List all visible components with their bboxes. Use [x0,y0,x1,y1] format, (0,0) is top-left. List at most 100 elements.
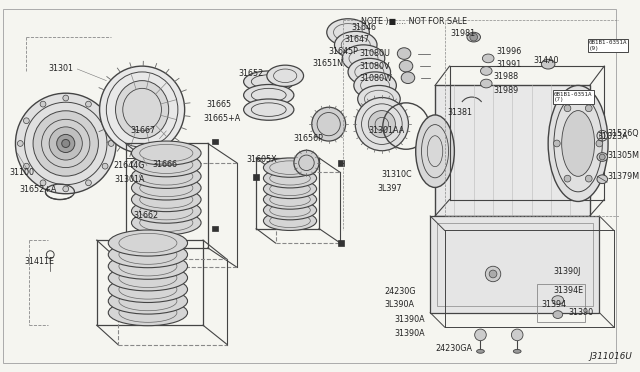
Ellipse shape [108,276,188,302]
Text: 24230G: 24230G [385,287,416,296]
Circle shape [24,163,29,169]
Ellipse shape [416,115,454,187]
Text: 31605X: 31605X [246,155,277,164]
Text: 3L397: 3L397 [377,185,402,193]
Ellipse shape [597,175,607,184]
Text: 31647: 31647 [344,35,369,44]
Ellipse shape [335,31,377,58]
Text: 21644G: 21644G [113,161,145,170]
Circle shape [61,140,70,147]
Ellipse shape [100,66,185,153]
Circle shape [86,101,92,107]
Bar [437,223,593,306]
Text: 31100: 31100 [10,168,35,177]
Text: 3L390A: 3L390A [385,301,415,310]
Circle shape [17,141,23,146]
Ellipse shape [513,349,521,353]
Text: NOTE )■.... NOT FOR SALE: NOTE )■.... NOT FOR SALE [360,17,467,26]
Ellipse shape [294,150,319,175]
Circle shape [511,329,523,341]
Circle shape [146,157,154,165]
Ellipse shape [483,54,494,63]
Circle shape [169,160,175,166]
Ellipse shape [116,81,169,139]
Ellipse shape [467,32,481,42]
Text: 31390A: 31390A [394,315,425,324]
Circle shape [86,180,92,186]
Ellipse shape [131,141,201,165]
Ellipse shape [108,288,188,314]
Ellipse shape [562,110,595,176]
Ellipse shape [342,45,385,72]
Text: 31381: 31381 [447,108,472,117]
Circle shape [40,101,46,107]
Circle shape [24,118,29,124]
Ellipse shape [108,265,188,291]
Circle shape [40,180,46,186]
Ellipse shape [369,110,396,138]
Text: 31301A: 31301A [114,175,145,184]
Bar [253,174,259,180]
Text: 31080V: 31080V [360,62,390,71]
Circle shape [586,105,592,112]
Circle shape [108,141,114,146]
Ellipse shape [548,86,608,202]
Circle shape [57,134,75,153]
Circle shape [564,175,571,182]
Text: 31667: 31667 [131,126,156,135]
Ellipse shape [597,153,607,161]
Text: 31411E: 31411E [24,257,54,266]
Bar [339,160,344,166]
Text: 31080U: 31080U [360,49,390,58]
Ellipse shape [131,176,201,200]
Ellipse shape [354,72,396,99]
Text: 31651N: 31651N [312,59,343,68]
Text: 0B1B1-0351A
(7): 0B1B1-0351A (7) [554,92,593,102]
Ellipse shape [481,67,492,75]
Ellipse shape [131,187,201,212]
Text: J311016U: J311016U [589,352,632,360]
Ellipse shape [348,58,390,86]
Ellipse shape [108,230,188,256]
Circle shape [485,266,500,282]
Ellipse shape [267,65,303,86]
Text: 314A0: 314A0 [534,56,559,65]
Text: 31390A: 31390A [394,330,425,339]
Text: 31991: 31991 [496,60,521,69]
Text: 31662: 31662 [133,211,159,219]
Ellipse shape [327,19,369,46]
Text: 31301: 31301 [49,64,74,73]
Ellipse shape [108,241,188,268]
Circle shape [489,270,497,278]
Ellipse shape [552,296,564,304]
Text: 31390J: 31390J [553,267,580,276]
Ellipse shape [264,158,317,177]
Ellipse shape [401,72,415,84]
Text: 31023A: 31023A [598,132,628,141]
Bar [212,226,218,231]
Ellipse shape [553,311,563,318]
Ellipse shape [264,211,317,231]
Text: 31646: 31646 [351,23,376,32]
Text: 31379M: 31379M [607,172,639,181]
Bar [536,283,585,322]
Text: 24230GA: 24230GA [435,344,472,353]
Circle shape [586,175,592,182]
Circle shape [15,93,116,194]
Ellipse shape [131,199,201,223]
Circle shape [564,105,571,112]
Bar [212,139,218,144]
Ellipse shape [399,60,413,72]
Text: 31652: 31652 [239,69,264,78]
Circle shape [596,140,603,147]
Circle shape [475,329,486,341]
Text: 31996: 31996 [496,47,521,56]
Text: 31301AA: 31301AA [369,126,404,135]
Polygon shape [435,86,589,216]
Text: 31645P: 31645P [329,47,358,56]
Text: 31981: 31981 [451,29,476,38]
Bar [430,216,600,312]
Bar [339,240,344,246]
Circle shape [102,163,108,169]
Ellipse shape [312,107,346,141]
